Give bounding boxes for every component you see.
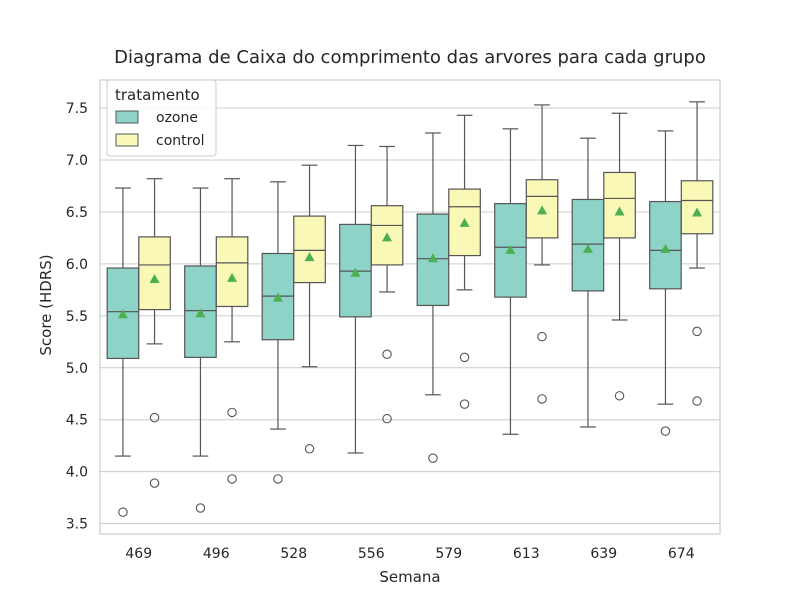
box-group-control-674: [680, 101, 714, 406]
x-tick-label: 496: [203, 546, 230, 562]
box-iqr: [138, 236, 171, 311]
box-group-control-496: [215, 178, 249, 484]
legend-swatch-ozone: [115, 110, 139, 124]
mean-marker: [692, 207, 703, 217]
box-iqr: [525, 179, 559, 239]
y-tick-label: 6.5: [66, 205, 88, 221]
box-iqr: [293, 215, 326, 284]
outlier-point: [459, 399, 470, 409]
y-tick-label: 7.5: [66, 101, 88, 117]
mean-marker: [350, 267, 361, 277]
plot-frame: [99, 79, 721, 535]
box-group-control-556: [370, 145, 404, 424]
x-tick-label: 674: [668, 546, 695, 562]
box-iqr: [215, 236, 249, 308]
box-group-control-639: [603, 112, 636, 401]
x-tick-label: 469: [125, 546, 152, 562]
plot-layer: [106, 101, 714, 517]
y-tick-label: 5.0: [66, 361, 88, 377]
box-group-ozone-469: [106, 187, 140, 517]
mean-marker: [459, 217, 470, 227]
outlier-point: [692, 326, 702, 337]
box-group-control-528: [293, 164, 326, 454]
outlier-point: [118, 507, 128, 517]
y-axis-label: Score (HDRS): [37, 254, 55, 355]
box-group-control-469: [138, 178, 171, 488]
mean-marker: [660, 243, 671, 253]
legend-swatch-control: [115, 133, 139, 147]
outlier-point: [382, 413, 392, 424]
mean-marker: [427, 253, 438, 263]
outlier-point: [149, 478, 160, 488]
box-iqr: [680, 180, 714, 235]
mean-marker: [149, 273, 160, 283]
y-tick-label: 3.5: [66, 517, 88, 533]
outlier-point: [149, 412, 160, 423]
box-group-ozone-556: [339, 144, 372, 454]
legend-label-control: control: [156, 133, 205, 149]
mean-marker: [582, 243, 593, 253]
mean-marker: [537, 205, 548, 215]
box-iqr: [603, 171, 636, 239]
outlier-point: [304, 444, 315, 454]
outlier-point: [195, 503, 206, 513]
mean-marker: [117, 309, 128, 319]
outlier-point: [537, 394, 547, 404]
mean-marker: [195, 308, 206, 318]
x-tick-labels: 469 496 528 556 579 613 639 674: [125, 546, 694, 562]
outlier-point: [382, 349, 392, 360]
chart-title: Diagrama de Caixa do comprimento das arv…: [114, 47, 706, 68]
y-tick-label: 6.0: [66, 257, 88, 273]
box-group-ozone-528: [261, 181, 295, 484]
box-group-ozone-613: [494, 128, 527, 435]
box-group-ozone-674: [649, 130, 682, 436]
x-tick-label: 579: [435, 546, 462, 562]
outlier-point: [227, 407, 237, 418]
legend: tratamento ozone control: [106, 79, 217, 157]
outlier-point: [227, 474, 237, 484]
box-group-ozone-579: [416, 132, 450, 463]
y-tick-label: 5.5: [66, 309, 88, 325]
y-tick-labels: 3.5 4.0 4.5 5.0 5.5 6.0 6.5 7.0 7.5: [66, 101, 88, 533]
mean-marker: [227, 272, 238, 282]
x-tick-label: 556: [358, 546, 385, 562]
mean-marker: [382, 232, 393, 242]
outlier-point: [537, 331, 547, 342]
x-axis-label: Semana: [379, 568, 440, 586]
x-tick-label: 528: [280, 546, 307, 562]
mean-marker: [272, 292, 283, 302]
legend-label-ozone: ozone: [156, 110, 198, 126]
box-group-control-579: [448, 114, 481, 409]
outlier-point: [428, 453, 438, 463]
y-tick-label: 4.0: [66, 465, 88, 481]
mean-marker: [614, 206, 625, 216]
box-group-ozone-496: [184, 187, 217, 513]
box-group-ozone-639: [571, 137, 605, 428]
x-tick-label: 639: [590, 546, 617, 562]
outlier-point: [692, 396, 702, 406]
box-group-control-613: [525, 104, 559, 404]
mean-marker: [304, 252, 315, 262]
x-tick-label: 613: [513, 546, 540, 562]
mean-marker: [505, 244, 516, 254]
y-tick-label: 4.5: [66, 413, 88, 429]
outlier-point: [614, 391, 625, 401]
outlier-point: [273, 474, 283, 484]
outlier-point: [660, 426, 671, 436]
legend-title: tratamento: [115, 86, 200, 104]
y-tick-label: 7.0: [66, 153, 88, 169]
outlier-point: [459, 352, 470, 363]
